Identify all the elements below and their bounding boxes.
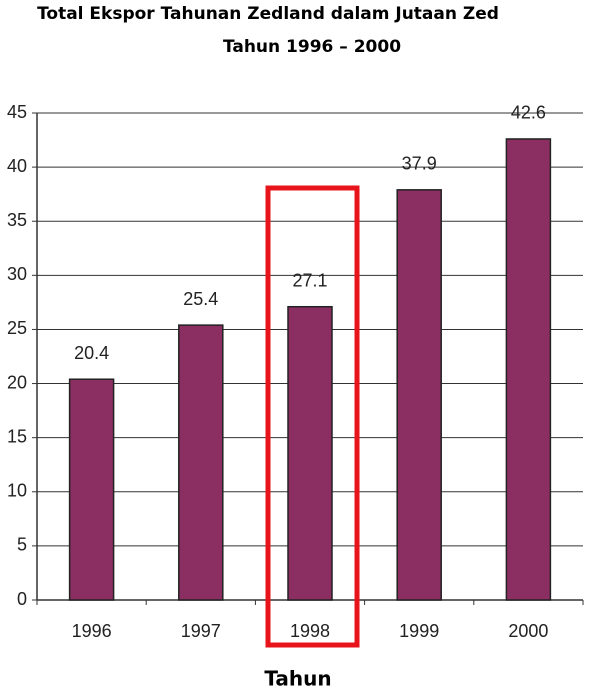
bar: [505, 138, 552, 601]
y-tick-label: 5: [17, 535, 27, 555]
x-tick-label: 2000: [508, 621, 548, 641]
y-tick-label: 20: [7, 372, 27, 392]
y-tick-label: 15: [7, 426, 27, 446]
bar: [68, 378, 115, 601]
chart-subtitle: Tahun 1996 – 2000: [223, 37, 401, 57]
y-tick-label: 0: [17, 589, 27, 609]
highlight-box: [265, 185, 360, 648]
x-tick-label: 1998: [290, 621, 330, 641]
x-tick-label: 1999: [399, 621, 439, 641]
value-label: 25.4: [183, 289, 218, 309]
bar: [396, 189, 442, 601]
value-label: 20.4: [74, 343, 109, 363]
bar: [178, 324, 224, 601]
plot-area: 0 5 10 15 20 25 30 35 40 45 1996 20.4 1997 25.4 1998 27…: [7, 102, 584, 641]
x-axis-title: Tahun: [264, 667, 331, 691]
y-tick-label: 10: [7, 481, 27, 501]
bar: [287, 305, 333, 601]
y-tick-label: 25: [7, 318, 27, 338]
y-tick-label: 45: [7, 102, 27, 122]
y-tick-label: 35: [7, 210, 27, 230]
value-label: 27.1: [292, 270, 327, 290]
value-label: 42.6: [511, 103, 546, 123]
x-tick-label: 1996: [72, 621, 112, 641]
chart-title: Total Ekspor Tahunan Zedland dalam Jutaa…: [37, 4, 499, 24]
y-tick-label: 40: [7, 156, 27, 176]
value-label: 37.9: [402, 154, 437, 174]
y-tick-label: 30: [7, 264, 27, 284]
x-tick-label: 1997: [181, 621, 221, 641]
